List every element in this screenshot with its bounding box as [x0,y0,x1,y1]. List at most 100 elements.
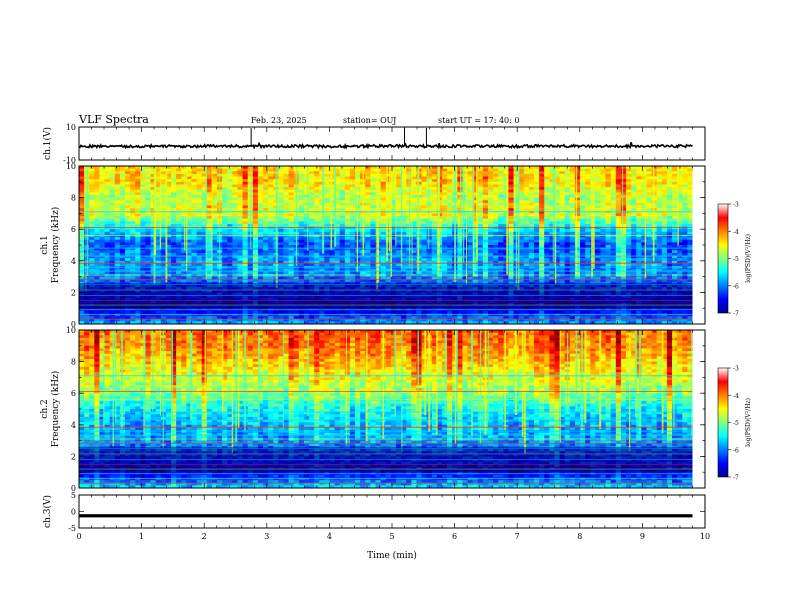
spectrogram-cell [570,227,576,230]
spectrogram-cell [606,221,612,224]
spectrogram-cell [544,182,550,185]
spectrogram-cell [646,253,652,256]
spectrogram-cell [197,271,203,274]
spectrogram-cell [89,227,95,230]
spectrogram-cell [672,253,678,256]
spectrogram-cell [365,203,371,206]
spectrogram-cell [145,174,151,177]
spectrogram-cell [636,192,642,195]
spectrogram-cell [370,219,376,222]
spectrogram-cell [427,224,433,227]
spectrogram-cell [478,198,484,201]
spectrogram-cell [197,263,203,266]
spectrogram-cell [227,177,233,180]
spectrogram-cell [350,213,356,216]
spectrogram-cell [682,208,688,211]
spectrogram-cell [283,171,289,174]
spectrogram-cell [534,182,540,185]
spectrogram-cell [258,171,264,174]
spectrogram-cell [253,190,259,193]
spectrogram-cell [406,190,412,193]
spectrogram-cell [529,195,535,198]
spectrogram-cell [181,229,187,232]
spectrogram-cell [544,192,550,195]
spectrogram-cell [283,187,289,190]
spectrogram-cell [125,216,131,219]
spectrogram-cell [115,200,121,203]
spectrogram-cell [191,169,197,172]
spectrogram-cell [468,229,474,232]
spectrogram-cell [406,229,412,232]
spectrogram-cell [539,206,545,209]
spectrogram-cell [442,169,448,172]
spectrogram-cell [606,213,612,216]
spectrogram-cell [493,234,499,237]
spectrogram-cell [161,221,167,224]
spectrogram-cell [232,263,238,266]
spectrogram-cell [600,195,606,198]
spectrogram-cell [468,211,474,214]
spectrogram-cell [191,177,197,180]
spectrogram-cell [549,219,555,222]
spectrogram-cell [105,200,111,203]
spectrogram-cell [539,179,545,182]
spectrogram-cell [667,192,673,195]
spectrogram-cell [370,177,376,180]
spectrogram-cell [636,182,642,185]
spectrogram-cell [370,240,376,243]
spectrogram-cell [606,245,612,248]
spectrogram-cell [227,179,233,182]
spectrogram-cell [636,216,642,219]
spectrogram-cell [682,229,688,232]
spectrogram-cell [687,242,693,245]
spectrogram-cell [621,253,627,256]
spectrogram-cell [442,200,448,203]
spectrogram-cell [197,179,203,182]
spectrogram-cell [227,187,233,190]
spectrogram-cell [283,198,289,201]
spectrogram-cell [560,208,566,211]
spectrogram-cell [207,250,213,253]
spectrogram-cell [560,234,566,237]
spectrogram-cell [232,271,238,274]
spectrogram-cell [478,234,484,237]
spectrogram-cell [687,190,693,193]
spectrogram-cell [370,213,376,216]
spectrogram-cell [447,169,453,172]
spectrogram-cell [432,221,438,224]
spectrogram-cell [258,179,264,182]
spectrogram-cell [422,190,428,193]
spectrogram-cell [253,224,259,227]
spectrogram-cell [324,171,330,174]
spectrogram-cell [207,266,213,269]
spectrogram-cell [606,250,612,253]
spectrogram-cell [631,242,637,245]
spectrogram-cell [447,208,453,211]
spectrogram-cell [243,237,249,240]
spectrogram-cell [94,206,100,209]
spectrogram-cell [289,192,295,195]
spectrogram-cell [508,242,514,245]
spectrogram-cell [570,169,576,172]
spectrogram-cell [181,240,187,243]
spectrogram-cell [304,245,310,248]
spectrogram-cell [488,219,494,222]
spectrogram-cell [478,237,484,240]
spectrogram-cell [432,219,438,222]
spectrogram-cell [667,177,673,180]
spectrogram-cell [636,198,642,201]
spectrogram-cell [304,192,310,195]
spectrogram-cell [646,250,652,253]
spectrogram-cell [626,221,632,224]
spectrogram-cell [314,232,320,235]
spectrogram-cell [125,211,131,214]
spectrogram-cell [350,190,356,193]
spectrogram-cell [544,171,550,174]
spectrogram-cell [120,227,126,230]
spectrogram-cell [631,174,637,177]
spectrogram-cell [222,229,228,232]
spectrogram-cell [207,263,213,266]
spectrogram-cell [549,169,555,172]
spectrogram-cell [105,245,111,248]
